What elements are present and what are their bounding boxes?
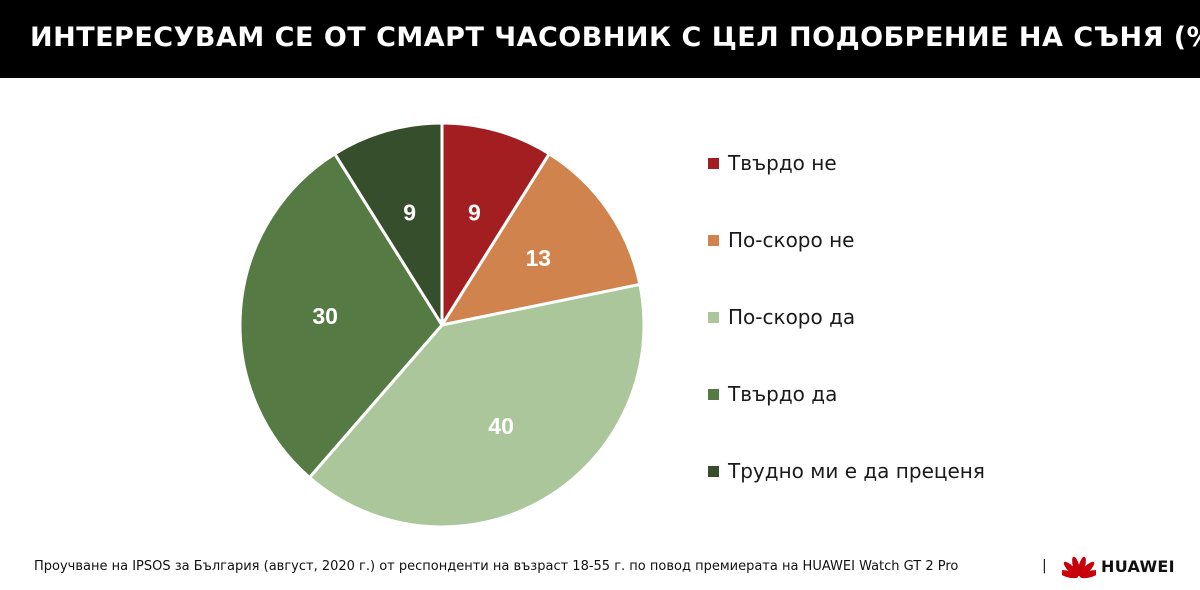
legend-label: Твърдо не bbox=[728, 151, 837, 175]
logo-petal bbox=[1077, 556, 1086, 577]
pie-slice-2 bbox=[440, 152, 642, 327]
data-label-2: 13 bbox=[526, 245, 552, 271]
pie-slice-5 bbox=[333, 121, 444, 327]
data-label-4: 30 bbox=[312, 303, 338, 329]
pie-slice-1 bbox=[440, 121, 551, 327]
legend-label: Трудно ми е да преценя bbox=[728, 459, 985, 483]
brand-name: HUAWEI bbox=[1101, 556, 1175, 576]
pie-chart: 9 13 40 30 9 bbox=[238, 121, 646, 529]
huawei-logo: HUAWEI bbox=[1062, 553, 1175, 579]
pie-slice-3 bbox=[308, 282, 646, 529]
title-bar: ИНТЕРЕСУВАМ СЕ ОТ СМАРТ ЧАСОВНИК С ЦЕЛ П… bbox=[0, 0, 1200, 78]
data-label-5: 9 bbox=[403, 199, 416, 225]
logo-petal bbox=[1063, 561, 1079, 577]
logo-petal bbox=[1079, 561, 1095, 577]
legend-swatch bbox=[708, 234, 719, 246]
legend-item: Твърдо да bbox=[708, 379, 837, 409]
legend-label: Твърдо да bbox=[728, 382, 838, 406]
data-label-3: 40 bbox=[488, 413, 514, 439]
legend-label: По-скоро да bbox=[728, 305, 856, 329]
pie-slice-4 bbox=[238, 152, 444, 479]
source-note: Проучване на IPSOS за България (август, … bbox=[34, 559, 959, 574]
legend-item: По-скоро не bbox=[708, 225, 854, 255]
legend-swatch bbox=[708, 465, 719, 477]
legend-swatch bbox=[708, 311, 719, 323]
legend-item: Твърдо не bbox=[708, 148, 837, 178]
footer-separator: | bbox=[1042, 558, 1047, 574]
legend-swatch bbox=[708, 157, 719, 169]
legend-swatch bbox=[708, 388, 719, 400]
huawei-flower-icon bbox=[1062, 556, 1096, 579]
logo-petal bbox=[1079, 570, 1096, 579]
pie-slices bbox=[238, 121, 646, 529]
pie-data-labels: 9 13 40 30 9 bbox=[312, 199, 551, 439]
data-label-1: 9 bbox=[468, 199, 481, 225]
legend-item: Трудно ми е да преценя bbox=[708, 456, 985, 486]
legend-item: По-скоро да bbox=[708, 302, 855, 332]
chart-title: ИНТЕРЕСУВАМ СЕ ОТ СМАРТ ЧАСОВНИК С ЦЕЛ П… bbox=[30, 22, 1200, 53]
logo-petal bbox=[1062, 570, 1079, 579]
legend-label: По-скоро не bbox=[728, 228, 855, 252]
